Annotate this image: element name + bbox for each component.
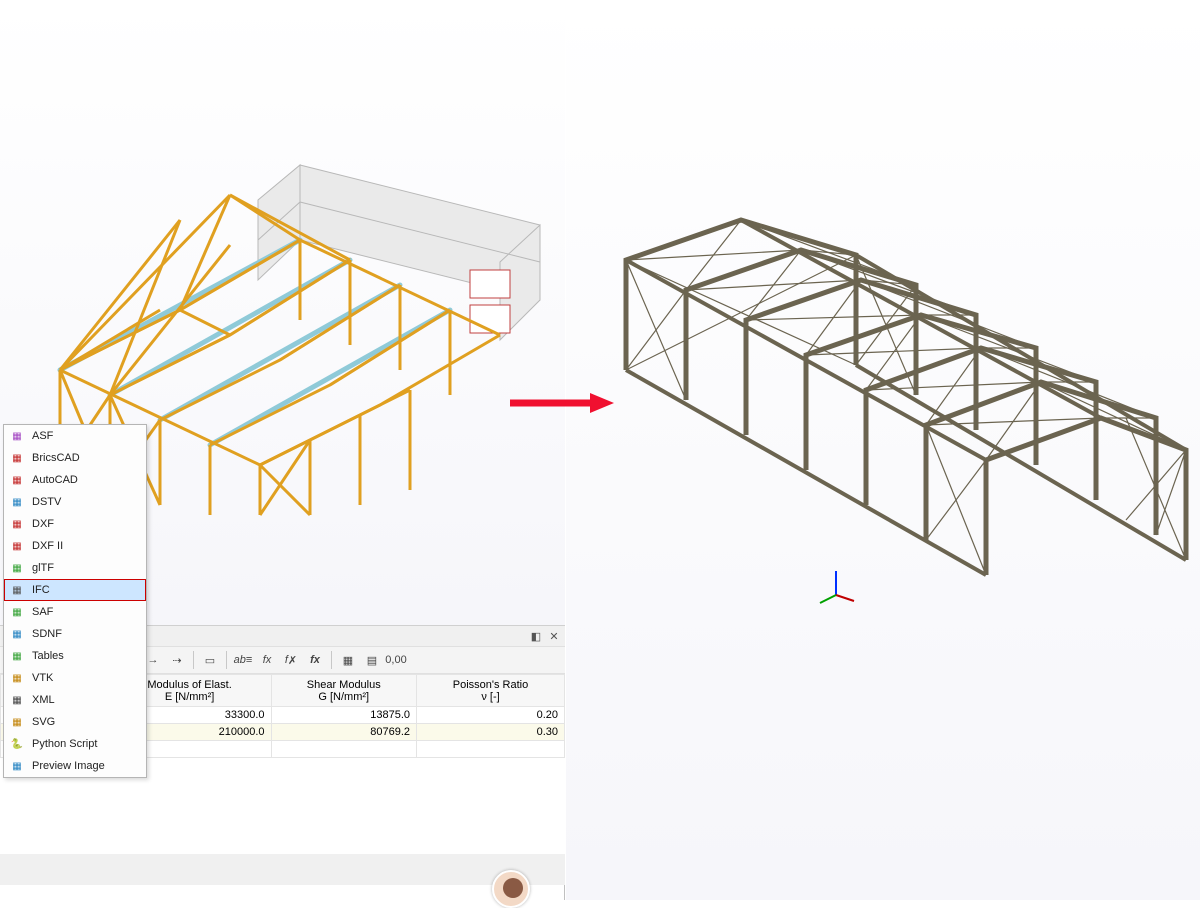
menu-label: SDNF (32, 628, 62, 640)
header-unit: G [N/mm²] (318, 691, 369, 703)
col-nu[interactable]: Poisson's Ratioν [-] (417, 675, 565, 707)
header-unit: ν [-] (481, 691, 499, 703)
menu-label: XML (32, 694, 55, 706)
header-text: Poisson's Ratio (453, 679, 528, 691)
axis-triad-icon (816, 565, 856, 605)
menu-label: glTF (32, 562, 54, 574)
cell-nu: 0.20 (417, 707, 565, 724)
file-icon: ▦ (8, 494, 26, 510)
file-icon: ▦ (8, 626, 26, 642)
menu-label: DXF (32, 518, 54, 530)
col-g[interactable]: Shear ModulusG [N/mm²] (271, 675, 417, 707)
menu-item-saf[interactable]: ▦ SAF (4, 601, 146, 623)
tb-grid-icon[interactable]: ▦ (337, 649, 359, 671)
separator (226, 651, 227, 669)
menu-item-sdnf[interactable]: ▦ SDNF (4, 623, 146, 645)
right-pane (566, 0, 1200, 900)
file-icon: ▦ (8, 450, 26, 466)
menu-label: AutoCAD (32, 474, 78, 486)
right-structure-model (566, 80, 1200, 780)
tb-fx3-icon[interactable]: fx (304, 649, 326, 671)
menu-label: Python Script (32, 738, 97, 750)
menu-label: IFC (32, 584, 50, 596)
menu-item-asf[interactable]: ▦ ASF (4, 425, 146, 447)
tb-chart-icon[interactable]: ▤ (361, 649, 383, 671)
menu-label: DSTV (32, 496, 61, 508)
image-icon: ▦ (8, 758, 26, 774)
tb-fx1-icon[interactable]: fx (256, 649, 278, 671)
cell-nu: 0.30 (417, 724, 565, 741)
tb-arrow-in-icon[interactable]: ⇢ (166, 649, 188, 671)
file-icon: ▦ (8, 428, 26, 444)
menu-item-bricscad[interactable]: ▦ BricsCAD (4, 447, 146, 469)
file-icon: ▦ (8, 604, 26, 620)
file-icon: ▦ (8, 516, 26, 532)
menu-item-ifc[interactable]: ▦ IFC (4, 579, 146, 601)
menu-label: ASF (32, 430, 53, 442)
header-text: Modulus of Elast. (147, 679, 231, 691)
menu-item-gltf[interactable]: ▦ glTF (4, 557, 146, 579)
menu-item-autocad[interactable]: ▦ AutoCAD (4, 469, 146, 491)
panel-close-icon[interactable]: ✕ (547, 629, 561, 643)
separator (331, 651, 332, 669)
menu-item-python[interactable]: 🐍 Python Script (4, 733, 146, 755)
menu-label: VTK (32, 672, 53, 684)
menu-label: BricsCAD (32, 452, 80, 464)
file-icon: ▦ (8, 538, 26, 554)
right-3d-viewport[interactable] (566, 0, 1200, 900)
menu-item-preview[interactable]: ▦ Preview Image (4, 755, 146, 777)
user-avatar[interactable] (492, 870, 530, 908)
export-context-menu: ▦ ASF ▦ BricsCAD ▦ AutoCAD ▦ DSTV ▦ DXF ▦ DXF … (3, 424, 147, 778)
menu-item-vtk[interactable]: ▦ VTK (4, 667, 146, 689)
file-icon: ▦ (8, 560, 26, 576)
file-icon: ▦ (8, 582, 26, 598)
tb-window-icon[interactable]: ▭ (199, 649, 221, 671)
file-icon: ▦ (8, 692, 26, 708)
python-icon: 🐍 (8, 736, 26, 752)
separator (193, 651, 194, 669)
menu-label: DXF II (32, 540, 63, 552)
file-icon: ▦ (8, 714, 26, 730)
left-pane: ▦ ASF ▦ BricsCAD ▦ AutoCAD ▦ DSTV ▦ DXF ▦ DXF … (0, 0, 565, 900)
arrow-icon (508, 392, 614, 414)
panel-dock-icon[interactable]: ◧ (529, 629, 543, 643)
menu-item-dstv[interactable]: ▦ DSTV (4, 491, 146, 513)
tb-rename-icon[interactable]: ab≡ (232, 649, 254, 671)
menu-item-dxf2[interactable]: ▦ DXF II (4, 535, 146, 557)
cell-g: 13875.0 (271, 707, 417, 724)
header-unit: E [N/mm²] (165, 691, 215, 703)
menu-item-svg[interactable]: ▦ SVG (4, 711, 146, 733)
menu-label: SAF (32, 606, 53, 618)
tb-fx2-icon[interactable]: f✗ (280, 649, 302, 671)
tb-decimal-icon[interactable]: 0,00 (385, 649, 407, 671)
file-icon: ▦ (8, 670, 26, 686)
menu-label: Preview Image (32, 760, 105, 772)
menu-item-dxf[interactable]: ▦ DXF (4, 513, 146, 535)
menu-label: SVG (32, 716, 55, 728)
header-text: Shear Modulus (307, 679, 381, 691)
file-icon: ▦ (8, 472, 26, 488)
menu-label: Tables (32, 650, 64, 662)
file-icon: ▦ (8, 648, 26, 664)
menu-item-tables[interactable]: ▦ Tables (4, 645, 146, 667)
menu-item-xml[interactable]: ▦ XML (4, 689, 146, 711)
cell-g: 80769.2 (271, 724, 417, 741)
